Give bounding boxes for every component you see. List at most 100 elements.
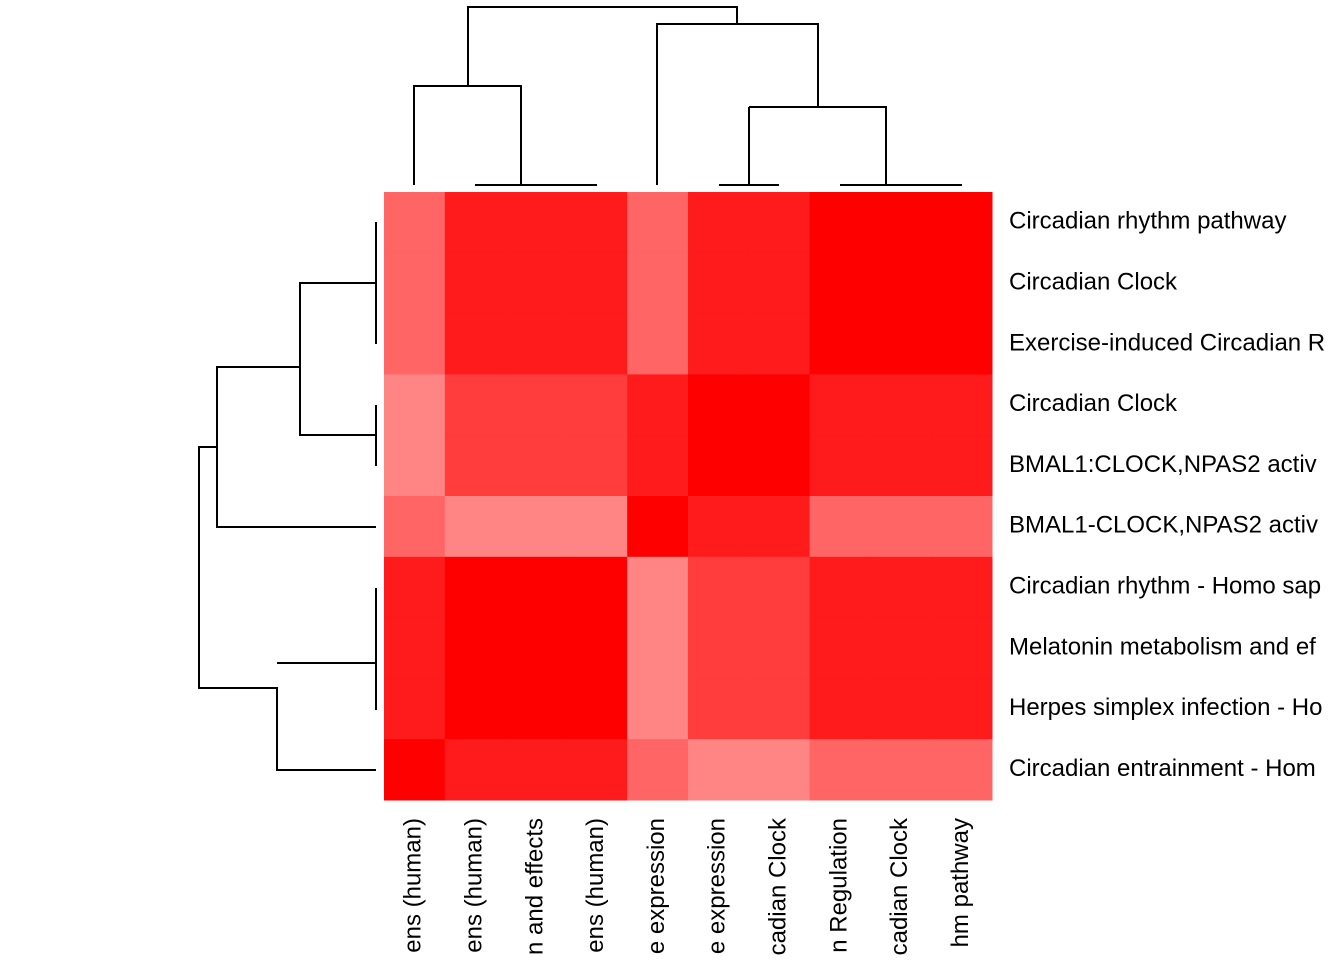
cell [931,313,993,375]
row-label: Circadian Clock [1009,390,1178,417]
cell [748,252,811,315]
cell [505,313,567,375]
cell [384,374,446,436]
row-label: Melatonin metabolism and ef [1009,633,1316,660]
cell [809,678,871,740]
cell [870,739,932,801]
cell [384,739,446,801]
cell [870,617,932,679]
cell [809,252,871,315]
cell [748,617,811,679]
column-label: ens (human) [461,818,488,953]
cell [505,556,567,619]
cell [809,192,871,254]
cell [870,313,932,375]
column-label: hm pathway [947,818,974,947]
cell [931,556,993,619]
cell [688,435,750,497]
row-label: Exercise-induced Circadian R [1009,329,1325,356]
cell [931,435,993,497]
cell [444,617,507,679]
cell [809,617,871,679]
column-label: e expression [643,818,670,954]
cell [566,678,628,740]
cell [505,435,567,497]
row-dendrogram [198,222,377,771]
cell [931,739,993,801]
cell [748,496,811,558]
cell [566,617,628,679]
cell [748,192,811,254]
cell [627,678,689,740]
cell [444,739,507,801]
cell [688,617,750,679]
cell [748,678,811,740]
cell [748,739,811,801]
cell [566,192,628,254]
cell [870,374,932,436]
cell [931,374,993,436]
cell [444,496,507,558]
cell [505,374,567,436]
column-label: ens (human) [400,818,427,953]
cell [870,556,932,619]
cell [688,496,750,558]
cell [627,192,689,254]
cell [505,739,567,801]
cell [931,192,993,254]
cell [627,617,689,679]
cell [809,374,871,436]
cell [627,252,689,315]
cell [505,678,567,740]
row-label: Circadian Clock [1009,269,1178,296]
cell [809,435,871,497]
cell [444,374,507,436]
cell [688,374,750,436]
cell [627,374,689,436]
cell [809,313,871,375]
cell [688,192,750,254]
cell [384,496,446,558]
cell [384,617,446,679]
cell [627,739,689,801]
cell [870,496,932,558]
row-label: Circadian entrainment - Hom [1009,755,1316,782]
cell [566,435,628,497]
row-label: BMAL1:CLOCK,NPAS2 activ [1009,451,1317,478]
column-label: n Regulation [825,818,852,953]
cell [870,678,932,740]
column-label: ens (human) [582,818,609,953]
cell [444,556,507,619]
cell [870,252,932,315]
cell [688,313,750,375]
row-label: Circadian rhythm pathway [1009,208,1286,235]
column-label: cadian Clock [765,817,792,955]
cell [688,739,750,801]
cell [505,192,567,254]
cell [688,678,750,740]
column-label: n and effects [521,818,548,955]
cell [444,252,507,315]
cell [566,374,628,436]
cell [688,252,750,315]
cell [931,678,993,740]
cell [748,556,811,619]
column-dendrogram [413,6,962,186]
column-label: e expression [704,818,731,954]
cell [627,556,689,619]
cell [688,556,750,619]
cell [627,435,689,497]
cell [566,313,628,375]
cell [384,252,446,315]
cell [627,313,689,375]
cell [444,192,507,254]
cell [505,617,567,679]
row-label: Circadian rhythm - Homo sap [1009,573,1321,600]
cell [384,192,446,254]
cell [870,435,932,497]
cell [505,252,567,315]
heatmap [384,192,993,801]
row-label: BMAL1-CLOCK,NPAS2 activ [1009,512,1318,539]
cell [809,556,871,619]
cell [566,556,628,619]
